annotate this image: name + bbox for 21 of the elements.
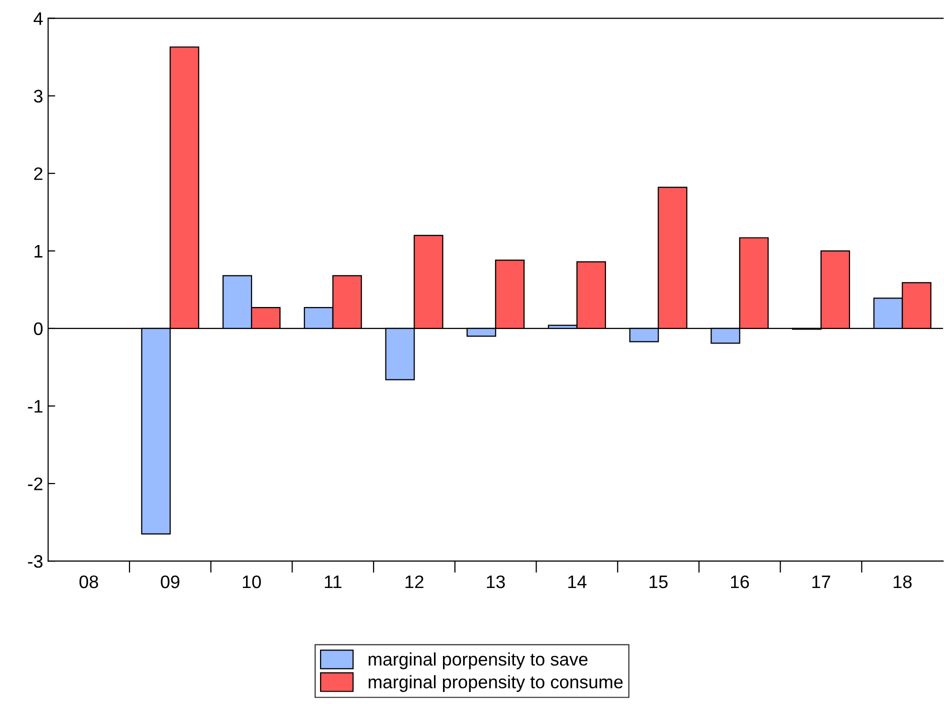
y-tick-label: -3 xyxy=(28,555,42,568)
y-tick-label: 4 xyxy=(34,12,43,25)
x-tick-label: 09 xyxy=(160,575,180,588)
legend-label: marginal porpensity to save xyxy=(368,652,588,670)
legend-label: marginal propensity to consume xyxy=(368,675,623,692)
x-tick-label: 18 xyxy=(894,575,912,588)
x-tick-label: 14 xyxy=(568,576,586,588)
x-tick-label: 10 xyxy=(242,575,261,588)
y-tick-label: 2 xyxy=(34,167,42,180)
x-tick-label: 16 xyxy=(731,575,749,588)
y-tick-label: 0 xyxy=(34,322,43,336)
x-tick-label: 11 xyxy=(324,576,342,588)
y-tick-label: 3 xyxy=(34,90,42,103)
x-tick-label: 13 xyxy=(486,575,505,588)
y-tick-label: -2 xyxy=(28,477,42,490)
y-tick-label: 1 xyxy=(34,245,42,258)
x-tick-label: 08 xyxy=(79,575,98,588)
y-tick-label: -1 xyxy=(28,400,42,413)
x-tick-label: 17 xyxy=(812,576,830,588)
x-tick-label: 12 xyxy=(406,575,424,588)
x-tick-label: 15 xyxy=(650,576,668,588)
